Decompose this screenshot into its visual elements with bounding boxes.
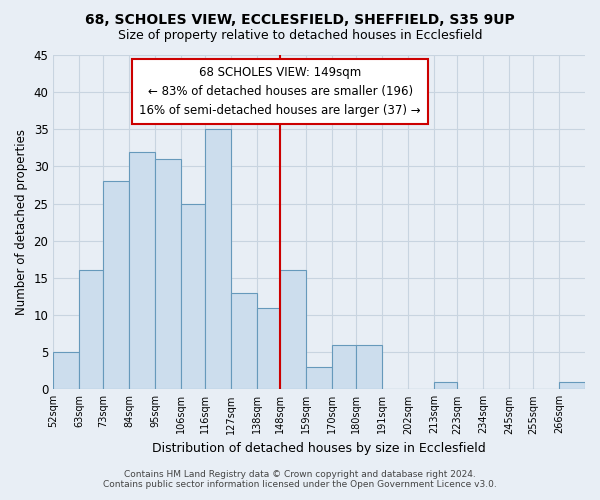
Bar bbox=[181, 204, 205, 390]
Bar bbox=[332, 344, 356, 390]
Bar bbox=[434, 382, 457, 390]
Text: Contains HM Land Registry data © Crown copyright and database right 2024.
Contai: Contains HM Land Registry data © Crown c… bbox=[103, 470, 497, 489]
Bar bbox=[79, 270, 103, 390]
Y-axis label: Number of detached properties: Number of detached properties bbox=[15, 129, 28, 315]
Text: 68 SCHOLES VIEW: 149sqm
← 83% of detached houses are smaller (196)
16% of semi-d: 68 SCHOLES VIEW: 149sqm ← 83% of detache… bbox=[139, 66, 421, 117]
Bar bbox=[280, 270, 306, 390]
Text: 68, SCHOLES VIEW, ECCLESFIELD, SHEFFIELD, S35 9UP: 68, SCHOLES VIEW, ECCLESFIELD, SHEFFIELD… bbox=[85, 12, 515, 26]
Bar bbox=[306, 367, 332, 390]
Bar bbox=[230, 292, 257, 390]
Bar bbox=[559, 382, 585, 390]
Text: Size of property relative to detached houses in Ecclesfield: Size of property relative to detached ho… bbox=[118, 29, 482, 42]
Bar bbox=[155, 159, 181, 390]
Bar bbox=[257, 308, 280, 390]
Bar bbox=[103, 182, 129, 390]
Bar bbox=[205, 130, 230, 390]
X-axis label: Distribution of detached houses by size in Ecclesfield: Distribution of detached houses by size … bbox=[152, 442, 486, 455]
Bar bbox=[129, 152, 155, 390]
Bar bbox=[356, 344, 382, 390]
Bar bbox=[53, 352, 79, 390]
